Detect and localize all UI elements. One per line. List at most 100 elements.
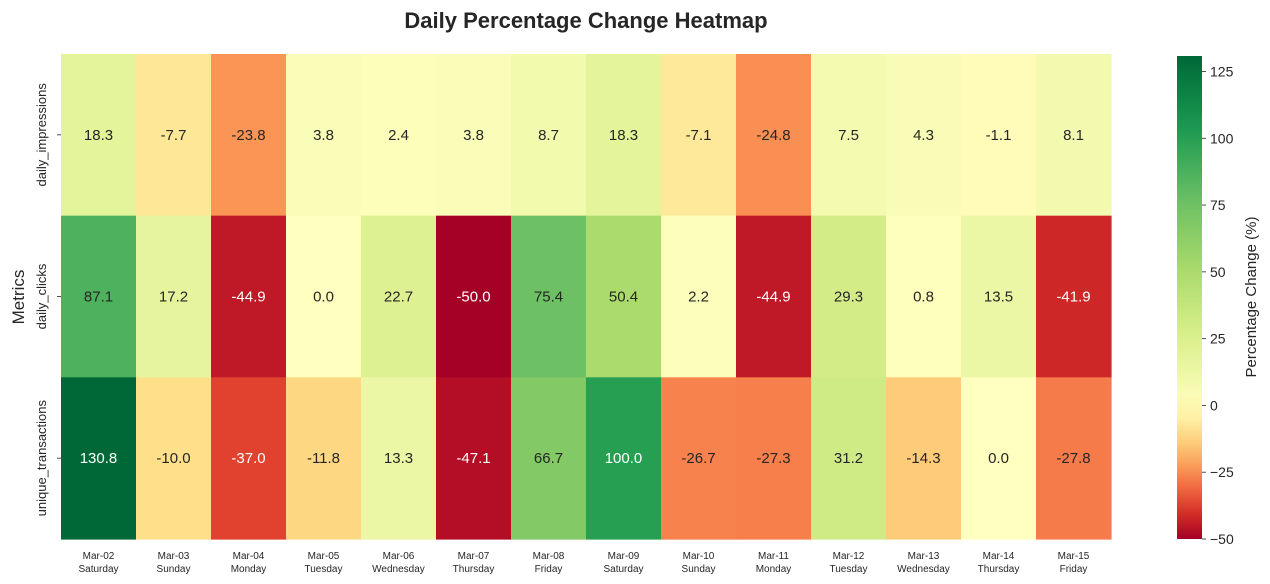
heatmap-cell (136, 377, 212, 540)
cell-value-label: -26.7 (681, 450, 715, 467)
column-weekday-label: Saturday (603, 564, 643, 575)
colorbar-tick-label: 0 (1210, 397, 1218, 413)
cell-value-label: -27.3 (756, 450, 790, 467)
cell-value-label: -44.9 (756, 289, 790, 306)
column-weekday-label: Monday (231, 564, 267, 575)
cell-value-label: -50.0 (456, 289, 490, 306)
column-date-label: Mar-05 (308, 551, 340, 562)
cell-value-label: 7.5 (838, 127, 859, 144)
cell-value-label: 29.3 (834, 289, 863, 306)
heatmap-cell (511, 215, 587, 378)
column-weekday-label: Tuesday (305, 564, 343, 575)
heatmap-cell (811, 377, 887, 540)
cell-value-label: 13.5 (984, 289, 1013, 306)
heatmap-cell (436, 215, 512, 378)
heatmap-cell (136, 215, 212, 378)
heatmap-cell (736, 215, 812, 378)
colorbar-label: Percentage Change (%) (1243, 217, 1260, 378)
heatmap-cell (61, 377, 137, 540)
cell-value-label: 3.8 (463, 127, 484, 144)
cell-value-label: 130.8 (80, 450, 118, 467)
colorbar-tick-label: −50 (1210, 531, 1234, 547)
heatmap-cell (1036, 54, 1112, 217)
heatmap-cell (661, 215, 737, 378)
heatmap-cell (361, 54, 437, 217)
heatmap-cell (436, 54, 512, 217)
row-label: unique_transactions (34, 399, 49, 516)
cell-value-label: 2.2 (688, 289, 709, 306)
cell-value-label: -23.8 (231, 127, 265, 144)
column-date-label: Mar-11 (758, 551, 789, 562)
cell-value-label: 87.1 (84, 289, 113, 306)
heatmap-cell (586, 54, 662, 217)
heatmap-cell (961, 54, 1037, 217)
cell-value-label: -44.9 (231, 289, 265, 306)
heatmap-cell (286, 54, 362, 217)
column-weekday-label: Wednesday (897, 564, 950, 575)
heatmap-cell (511, 54, 587, 217)
heatmap-cell (961, 215, 1037, 378)
column-date-label: Mar-13 (908, 551, 940, 562)
colorbar-tick-label: 75 (1210, 197, 1226, 213)
heatmap-cell (811, 54, 887, 217)
column-weekday-label: Friday (535, 564, 563, 575)
cell-value-label: 2.4 (388, 127, 409, 144)
cell-value-label: 8.7 (538, 127, 559, 144)
heatmap-cell (886, 215, 962, 378)
cell-value-label: -37.0 (231, 450, 265, 467)
heatmap-cell (61, 215, 137, 378)
heatmap-cell (886, 54, 962, 217)
cell-value-label: 18.3 (84, 127, 113, 144)
cell-value-label: 50.4 (609, 289, 638, 306)
heatmap-cells (61, 54, 1112, 540)
heatmap-cell (436, 377, 512, 540)
heatmap-cell (136, 54, 212, 217)
cell-value-label: 0.0 (988, 450, 1009, 467)
cell-value-label: 100.0 (605, 450, 643, 467)
cell-value-label: -7.7 (161, 127, 187, 144)
column-weekday-label: Thursday (453, 564, 495, 575)
column-weekday-label: Saturday (78, 564, 118, 575)
heatmap-cell (811, 215, 887, 378)
column-weekday-label: Monday (756, 564, 792, 575)
heatmap-cell (961, 377, 1037, 540)
colorbar-tick-label: −25 (1210, 464, 1234, 480)
cell-value-label: 4.3 (913, 127, 934, 144)
column-weekday-label: Sunday (682, 564, 716, 575)
column-date-label: Mar-09 (608, 551, 640, 562)
heatmap-cell (361, 215, 437, 378)
column-date-label: Mar-12 (833, 551, 865, 562)
heatmap-cell (1036, 377, 1112, 540)
heatmap-cell (61, 54, 137, 217)
cell-value-label: 18.3 (609, 127, 638, 144)
heatmap-cell (211, 215, 287, 378)
cell-value-label: -1.1 (986, 127, 1012, 144)
heatmap-cell (1036, 215, 1112, 378)
heatmap-cell (586, 377, 662, 540)
column-date-label: Mar-14 (983, 551, 1015, 562)
row-labels: daily_impressions daily_clicks unique_tran… (34, 83, 61, 516)
cell-value-labels: 18.3 -7.7 -23.8 3.8 2.4 3.8 8.7 18.3 -7.1 -24.8 7.… (80, 127, 1091, 467)
cell-value-label: -27.8 (1056, 450, 1090, 467)
heatmap-cell (286, 215, 362, 378)
row-label: daily_clicks (34, 263, 49, 329)
cell-value-label: -11.8 (307, 450, 340, 467)
cell-value-label: -7.1 (686, 127, 712, 144)
cell-value-label: 0.8 (913, 289, 934, 306)
heatmap-cell (361, 377, 437, 540)
column-weekday-label: Sunday (157, 564, 191, 575)
y-axis-label: Metrics (9, 270, 28, 325)
colorbar-gradient (1177, 56, 1202, 539)
cell-value-label: 17.2 (159, 289, 188, 306)
column-date-label: Mar-04 (233, 551, 265, 562)
heatmap-cell (286, 377, 362, 540)
cell-value-label: 75.4 (534, 289, 563, 306)
cell-value-label: -41.9 (1056, 289, 1090, 306)
cell-value-label: 13.3 (384, 450, 413, 467)
colorbar-tick-label: 50 (1210, 264, 1226, 280)
colorbar: −50 −25 0 25 50 75 100 125 (1177, 56, 1234, 547)
column-date-label: Mar-06 (383, 551, 415, 562)
cell-value-label: 66.7 (534, 450, 563, 467)
cell-value-label: 8.1 (1063, 127, 1084, 144)
